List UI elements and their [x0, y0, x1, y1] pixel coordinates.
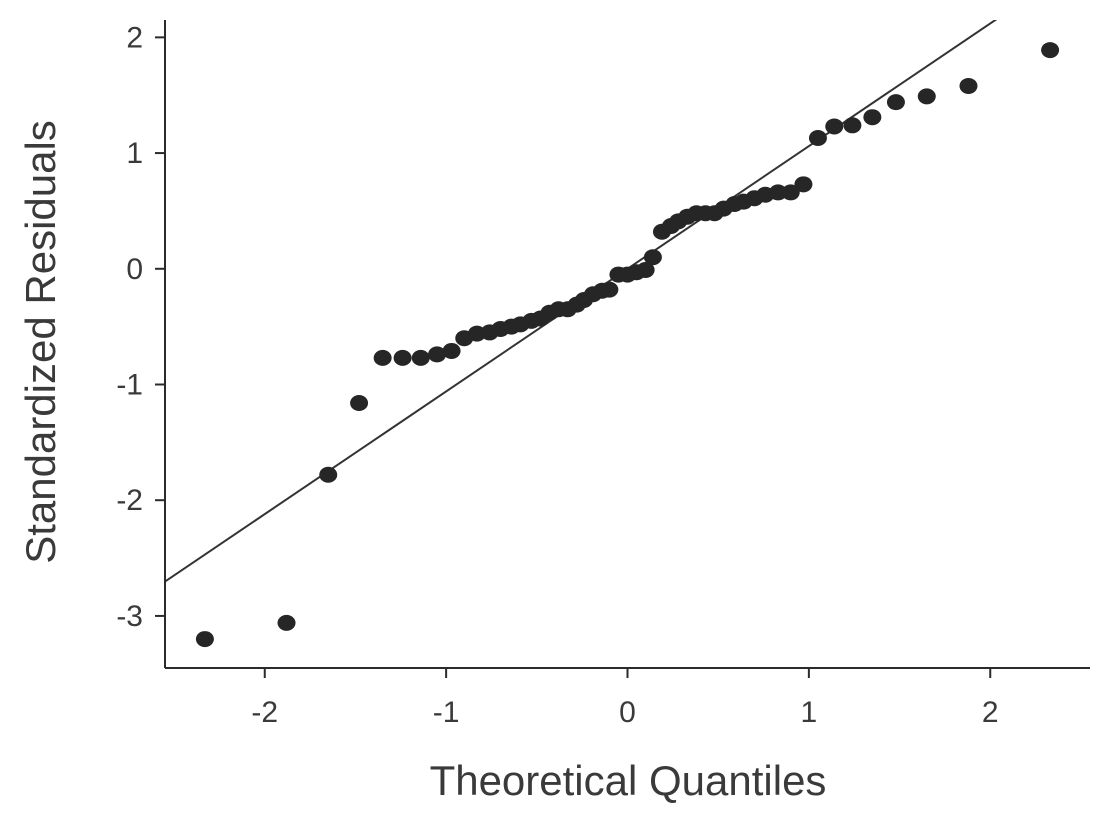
- data-point: [808, 130, 827, 147]
- x-tick-label: 0: [619, 696, 636, 729]
- x-tick-label: -1: [433, 696, 460, 729]
- data-point: [959, 77, 978, 94]
- data-point: [863, 109, 882, 126]
- data-point: [769, 184, 788, 201]
- data-point: [843, 117, 862, 134]
- x-tick-label: 2: [982, 696, 999, 729]
- x-tick-label: 1: [801, 696, 818, 729]
- x-tick-label: -2: [251, 696, 278, 729]
- y-tick-label: -3: [116, 600, 143, 633]
- reference-line: [165, 20, 998, 583]
- data-point: [393, 349, 412, 366]
- y-axis-ticks: -3 -2 -1 0 1 2: [116, 21, 165, 633]
- data-point: [636, 261, 655, 278]
- data-point: [195, 631, 214, 648]
- data-point: [600, 281, 619, 298]
- plot-area: [165, 20, 1060, 648]
- x-axis-title: Theoretical Quantiles: [430, 757, 827, 804]
- data-point: [442, 342, 461, 359]
- y-axis-title: Standardized Residuals: [17, 120, 64, 564]
- data-point: [643, 249, 662, 266]
- data-point: [277, 614, 296, 631]
- data-point: [1041, 42, 1060, 59]
- data-point: [917, 88, 936, 105]
- y-tick-label: -2: [116, 484, 143, 517]
- data-point: [319, 466, 338, 483]
- data-point: [781, 184, 800, 201]
- data-point: [373, 349, 392, 366]
- data-point: [794, 176, 813, 193]
- data-point: [428, 346, 447, 363]
- y-tick-label: 2: [126, 21, 143, 54]
- data-point: [350, 395, 369, 412]
- data-point: [886, 94, 905, 111]
- y-tick-label: 1: [126, 137, 143, 170]
- data-point: [825, 118, 844, 135]
- data-point: [411, 349, 430, 366]
- x-axis-ticks: -2 -1 0 1 2: [251, 668, 999, 729]
- y-tick-label: 0: [126, 253, 143, 286]
- y-tick-label: -1: [116, 369, 143, 402]
